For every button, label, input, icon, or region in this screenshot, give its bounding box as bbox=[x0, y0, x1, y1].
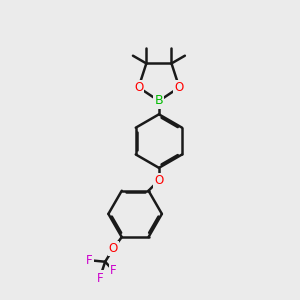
Text: O: O bbox=[154, 174, 164, 187]
Text: F: F bbox=[86, 254, 93, 267]
Text: O: O bbox=[134, 81, 143, 94]
Text: F: F bbox=[110, 264, 117, 277]
Text: O: O bbox=[109, 242, 118, 255]
Text: F: F bbox=[97, 272, 103, 285]
Text: O: O bbox=[175, 81, 184, 94]
Text: B: B bbox=[154, 94, 163, 107]
